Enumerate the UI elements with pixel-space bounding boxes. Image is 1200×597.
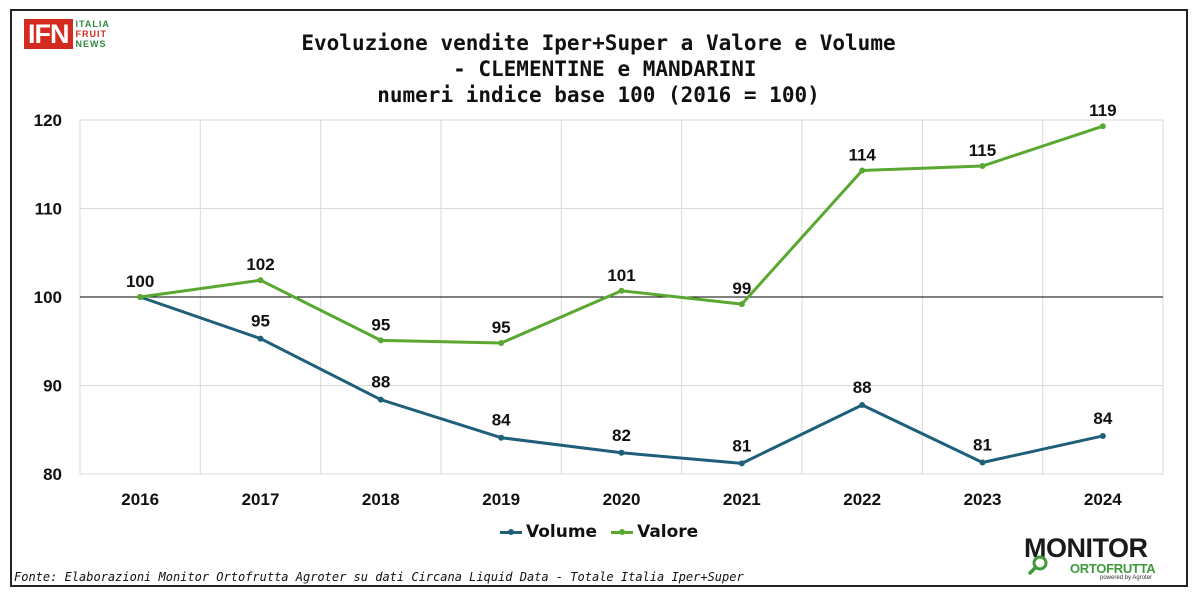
ifn-logo-line: NEWS [75, 39, 107, 49]
y-tick-label: 120 [34, 111, 62, 130]
ifn-logo-line: ITALIA [75, 19, 110, 29]
data-point-volume [498, 434, 505, 441]
monitor-ortofrutta-logo: MONITOR ORTOFRUTTA powered by Agroter [1024, 534, 1182, 582]
data-point-volume [859, 401, 866, 408]
y-tick-label: 90 [43, 377, 62, 396]
legend-swatch-valore [611, 528, 634, 535]
ifn-logo-mark: IFN [24, 19, 73, 49]
data-label-volume: 88 [853, 378, 872, 397]
data-point-valore [377, 337, 384, 344]
chart-frame [10, 9, 1188, 587]
x-tick-label: 2021 [723, 490, 761, 509]
data-point-valore [859, 167, 866, 174]
x-tick-label: 2018 [362, 490, 400, 509]
data-point-valore [137, 294, 144, 300]
data-label-volume: 84 [1093, 409, 1112, 428]
chart-title-line-3: numeri indice base 100 (2016 = 100) [377, 83, 820, 107]
legend-label-volume: Volume [526, 522, 598, 542]
data-point-volume [618, 449, 625, 456]
data-point-volume [738, 460, 745, 467]
data-label-volume: 81 [973, 435, 992, 454]
data-label-valore: 101 [607, 266, 635, 285]
data-label-volume: 81 [732, 436, 751, 455]
data-point-volume [377, 396, 384, 403]
data-label-volume: 84 [492, 411, 511, 430]
monitor-logo-subtitle: ORTOFRUTTA [1070, 561, 1156, 576]
legend-label-valore: Valore [637, 522, 699, 542]
data-point-valore [257, 277, 264, 284]
source-note: Fonte: Elaborazioni Monitor Ortofrutta A… [14, 570, 744, 584]
data-label-valore: 95 [371, 315, 390, 334]
x-tick-label: 2017 [242, 490, 280, 509]
x-tick-label: 2020 [603, 490, 641, 509]
legend-swatch-volume [500, 528, 522, 535]
magnifier-icon [1028, 555, 1048, 575]
data-label-valore: 114 [848, 145, 876, 164]
y-tick-label: 100 [34, 288, 62, 307]
ifn-logo: IFN ITALIA FRUIT NEWS [24, 19, 110, 49]
data-label-valore: 100 [126, 272, 154, 291]
data-point-valore [738, 301, 745, 308]
data-point-volume [979, 459, 986, 466]
x-tick-label: 2024 [1084, 490, 1122, 509]
data-point-valore [979, 163, 986, 170]
legend-item-valore: Valore [611, 522, 698, 542]
data-label-valore: 115 [969, 141, 996, 160]
data-label-volume: 95 [251, 312, 270, 331]
chart-legend: Volume Valore [500, 522, 698, 542]
data-label-valore: 99 [732, 279, 751, 298]
data-label-valore: 119 [1089, 101, 1116, 120]
x-tick-label: 2016 [121, 490, 159, 509]
x-tick-label: 2023 [964, 490, 1002, 509]
x-tick-label: 2022 [843, 490, 881, 509]
data-point-valore [498, 340, 505, 347]
chart-title-line-2: - CLEMENTINE e MANDARINI [440, 57, 757, 81]
monitor-logo-powered: powered by Agroter [1100, 575, 1153, 581]
data-label-volume: 88 [371, 373, 390, 392]
data-label-valore: 102 [246, 255, 274, 274]
y-tick-label: 110 [35, 200, 62, 219]
data-point-volume [257, 335, 264, 342]
legend-item-volume: Volume [500, 522, 597, 542]
data-label-valore: 95 [492, 318, 511, 337]
data-point-valore [1099, 123, 1106, 130]
ifn-logo-side: ITALIA FRUIT NEWS [76, 19, 110, 49]
series-line-valore [139, 124, 1104, 345]
data-point-volume [1099, 432, 1106, 439]
chart-title-line-1: Evoluzione vendite Iper+Super a Valore e… [301, 31, 896, 55]
y-tick-label: 80 [43, 465, 62, 484]
ifn-logo-line: FRUIT [75, 29, 107, 39]
x-tick-label: 2019 [482, 490, 520, 509]
chart-title: Evoluzione vendite Iper+Super a Valore e… [0, 30, 1197, 108]
data-point-valore [618, 287, 625, 294]
data-label-volume: 82 [612, 426, 631, 445]
